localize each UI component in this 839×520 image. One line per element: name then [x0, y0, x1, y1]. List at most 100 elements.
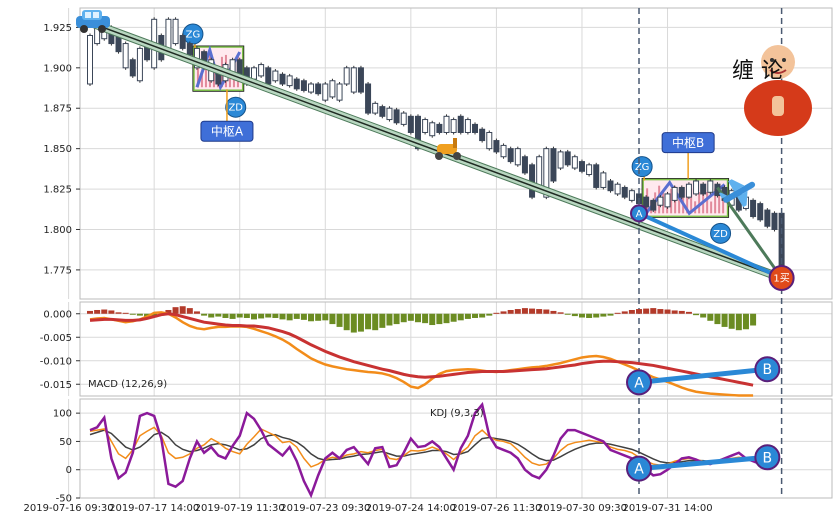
- macd-hist-bar: [101, 309, 108, 314]
- candle: [564, 151, 571, 166]
- candle: [386, 107, 393, 121]
- macd-hist-bar: [521, 308, 528, 314]
- kdj-j-line: [89, 401, 775, 499]
- candle: [272, 70, 279, 82]
- candle: [479, 128, 486, 142]
- macd-hist-bar: [550, 310, 557, 314]
- macd-hist-bar: [714, 313, 721, 325]
- macd-hist-bar: [243, 313, 250, 318]
- macd-hist-bar: [279, 313, 286, 320]
- zhongshu-boxes: ZG ZD 中枢A ZG ZD 中枢B: [182, 23, 732, 244]
- candle: [315, 83, 322, 95]
- macd-hist-bar: [450, 313, 457, 322]
- macd-hist-bar: [464, 313, 471, 319]
- x-tick-label: 2019-07-16 09:30: [24, 503, 114, 514]
- x-tick-label: 2019-07-24 14:00: [366, 503, 456, 514]
- candle: [628, 190, 635, 201]
- zhongshu-fill-bar: [714, 188, 717, 214]
- macd-hist-bar: [414, 313, 421, 323]
- macd-hist-bar: [129, 313, 136, 315]
- macd-hist-bar: [201, 313, 208, 316]
- macd-hist-bar: [186, 308, 193, 314]
- macd-hist-bar: [315, 313, 322, 321]
- macd-hist-bar: [671, 310, 678, 314]
- zhongshu-fill-bar: [200, 73, 203, 88]
- macd-hist-bar: [350, 313, 357, 333]
- x-tick-label: 2019-07-30 09:30: [537, 503, 627, 514]
- x-tick-label: 2019-07-23 09:30: [280, 503, 370, 514]
- macd-marker-label: B: [763, 362, 773, 378]
- kdj-panel-frame: [79, 398, 833, 499]
- price-tick-label: 1.850: [43, 144, 72, 155]
- zhongshu-label-box: [661, 132, 715, 154]
- macd-hist-bar: [258, 313, 265, 319]
- candle: [750, 199, 757, 218]
- candle: [771, 212, 778, 230]
- macd-hist-bar: [343, 313, 350, 331]
- x-tick-label: 2019-07-17 14:00: [109, 503, 199, 514]
- macd-hist-bar: [400, 313, 407, 323]
- candle: [357, 67, 364, 93]
- candle: [372, 102, 379, 114]
- candle: [571, 156, 578, 169]
- candle: [700, 183, 707, 195]
- macd-hist-bar: [229, 313, 236, 319]
- candle: [443, 115, 450, 133]
- macd-hist-bar: [308, 313, 315, 322]
- price-marker-label: 1买: [773, 272, 789, 284]
- candle: [600, 172, 607, 188]
- zd-label: ZD: [228, 103, 243, 114]
- macd-hist-bar: [493, 312, 500, 314]
- candle: [265, 67, 272, 85]
- candle: [586, 164, 593, 176]
- macd-hist-bar: [643, 308, 650, 314]
- macd-hist-bar: [94, 309, 101, 314]
- candle: [521, 156, 528, 174]
- zhongshu-label: 中枢A: [211, 124, 244, 139]
- zhongshu-label: 中枢B: [672, 135, 704, 150]
- macd-hist-bar: [193, 311, 200, 314]
- kdj-tick-label: -50: [56, 494, 72, 505]
- macd-hist-bar: [693, 313, 700, 316]
- candle: [343, 67, 350, 85]
- macd-hist-bar: [250, 313, 257, 320]
- macd-hist-bar: [636, 309, 643, 314]
- macd-hist-bar: [165, 309, 172, 314]
- macd-hist-bar: [628, 309, 635, 314]
- macd-hist-bar: [700, 313, 707, 318]
- trend-line-b: [638, 211, 783, 280]
- zhongshu-fill-bar: [706, 191, 709, 214]
- macd-hist-bar: [750, 313, 757, 326]
- airplane-icon: [719, 179, 756, 208]
- zg-label: ZG: [635, 162, 650, 173]
- macd-marker-circle: [754, 356, 781, 383]
- macd-hist-bar: [507, 309, 514, 314]
- candle: [186, 43, 193, 56]
- candle: [172, 18, 179, 45]
- price-tick-label: 1.925: [43, 23, 72, 34]
- macd-legend: MACD (12,26,9): [88, 379, 167, 390]
- macd-hist-bar: [657, 309, 664, 314]
- macd-hist-bar: [436, 313, 443, 325]
- price-tick-label: 1.775: [43, 265, 72, 276]
- zg-label: ZG: [186, 30, 201, 41]
- zd-label: ZD: [713, 229, 728, 240]
- macd-marker-label: A: [634, 375, 644, 391]
- macd-hist-bar: [479, 313, 486, 318]
- macd-tick-label: -0.015: [40, 380, 72, 391]
- candle: [365, 83, 372, 114]
- trend-line-c: [716, 186, 783, 279]
- candle: [707, 180, 714, 193]
- macd-hist-bar: [586, 313, 593, 318]
- candle: [693, 180, 700, 195]
- candle: [350, 67, 357, 93]
- price-marker-circle: [630, 204, 649, 223]
- candle: [436, 123, 443, 133]
- zhongshu-fill-bar: [678, 196, 681, 214]
- macd-hist-bar: [593, 313, 600, 318]
- macd-hist-bar: [650, 308, 657, 314]
- macd-hist-bar: [742, 313, 749, 330]
- candle: [308, 83, 315, 93]
- macd-hist-bar: [529, 308, 536, 314]
